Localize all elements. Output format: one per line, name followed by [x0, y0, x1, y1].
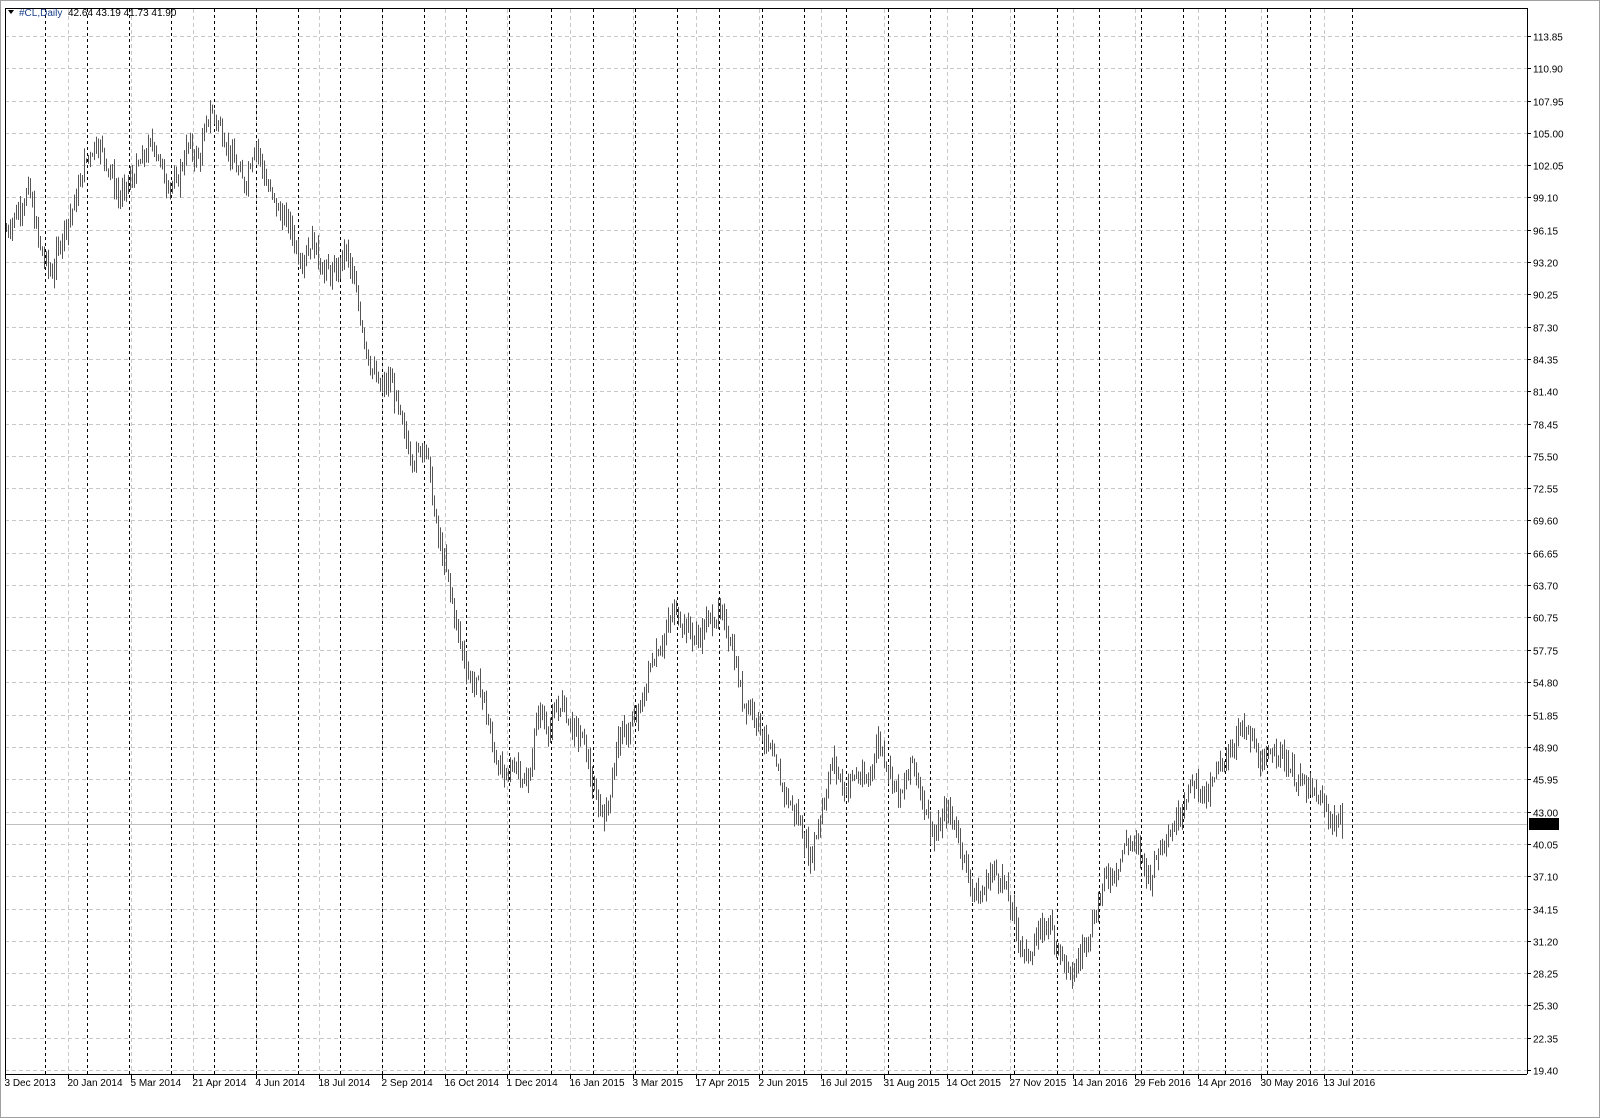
y-tick-label: 54.80: [1533, 679, 1558, 690]
x-tick-label: 14 Apr 2016: [1198, 1078, 1252, 1089]
last-price-marker: 41.90: [1529, 818, 1559, 831]
y-tick-label: 107.95: [1533, 98, 1564, 109]
x-tick-label: 17 Apr 2015: [696, 1078, 750, 1089]
y-tick-label: 31.20: [1533, 938, 1558, 949]
x-tick-label: 1 Dec 2014: [507, 1078, 559, 1089]
y-tick-label: 69.60: [1533, 517, 1558, 528]
x-tick-label: 2 Sep 2014: [382, 1078, 434, 1089]
y-tick-label: 57.75: [1533, 647, 1558, 658]
y-tick-label: 102.05: [1533, 162, 1564, 173]
y-tick-label: 37.10: [1533, 873, 1558, 884]
x-tick-label: 14 Jan 2016: [1073, 1078, 1128, 1089]
y-tick-label: 72.55: [1533, 485, 1558, 496]
y-tick-label: 75.50: [1533, 453, 1558, 464]
x-tick-label: 2 Jun 2015: [759, 1078, 809, 1089]
x-tick-label: 13 Jul 2016: [1324, 1078, 1376, 1089]
y-tick-label: 22.35: [1533, 1035, 1558, 1046]
time-axis[interactable]: 3 Dec 2013 20 Jan 2014 5 Mar 2014 21 Apr 20…: [5, 1074, 1376, 1089]
x-tick-label: 29 Feb 2016: [1135, 1078, 1192, 1089]
x-tick-label: 16 Jan 2015: [570, 1078, 625, 1089]
y-tick-label: 110.90: [1533, 65, 1563, 76]
y-tick-label: 87.30: [1533, 324, 1558, 335]
x-tick-label: 3 Dec 2013: [5, 1078, 57, 1089]
y-tick-label: 48.90: [1533, 744, 1558, 755]
x-tick-label: 30 May 2016: [1261, 1078, 1319, 1089]
x-tick-label: 16 Oct 2014: [445, 1078, 500, 1089]
grid: [5, 9, 1527, 1074]
y-tick-label: 96.15: [1533, 227, 1558, 238]
y-tick-label: 113.85: [1533, 33, 1563, 44]
last-price-label: 41.90: [1532, 820, 1557, 831]
x-tick-label: 16 Jul 2015: [821, 1078, 873, 1089]
y-tick-label: 28.25: [1533, 970, 1558, 981]
x-tick-label: 4 Jun 2014: [256, 1078, 306, 1089]
price-axis[interactable]: 113.85 110.90 107.95 105.00 102.05 99.10 96.15…: [1527, 33, 1564, 1078]
x-tick-label: 3 Mar 2015: [633, 1078, 684, 1089]
y-tick-label: 40.05: [1533, 841, 1558, 852]
symbol-label: #CL,Daily: [19, 8, 62, 19]
y-tick-label: 81.40: [1533, 388, 1558, 399]
y-tick-label: 66.65: [1533, 550, 1558, 561]
y-tick-label: 63.70: [1533, 582, 1558, 593]
y-tick-label: 25.30: [1533, 1002, 1558, 1013]
x-tick-label: 31 Aug 2015: [884, 1078, 941, 1089]
y-tick-label: 60.75: [1533, 614, 1558, 625]
x-tick-label: 21 Apr 2014: [193, 1078, 247, 1089]
x-tick-label: 14 Oct 2015: [947, 1078, 1002, 1089]
y-tick-label: 51.85: [1533, 712, 1558, 723]
y-tick-label: 78.45: [1533, 421, 1558, 432]
y-tick-label: 90.25: [1533, 291, 1558, 302]
x-tick-label: 5 Mar 2014: [131, 1078, 182, 1089]
y-tick-label: 99.10: [1533, 194, 1558, 205]
y-tick-label: 84.35: [1533, 356, 1558, 367]
y-tick-label: 45.95: [1533, 776, 1558, 787]
y-tick-label: 105.00: [1533, 130, 1564, 141]
x-tick-label: 18 Jul 2014: [319, 1078, 371, 1089]
chart-header: #CL,Daily 42.64 43.19 41.73 41.90: [8, 8, 177, 19]
x-tick-label: 27 Nov 2015: [1010, 1078, 1067, 1089]
y-tick-label: 19.40: [1533, 1067, 1558, 1078]
ohlc-readout: 42.64 43.19 41.73 41.90: [68, 8, 177, 19]
y-tick-label: 34.15: [1533, 906, 1558, 917]
y-tick-label: 43.00: [1533, 809, 1558, 820]
triangle-down-icon[interactable]: [8, 10, 14, 14]
y-tick-label: 93.20: [1533, 259, 1558, 270]
x-tick-label: 20 Jan 2014: [68, 1078, 123, 1089]
price-bars: [6, 100, 1343, 989]
